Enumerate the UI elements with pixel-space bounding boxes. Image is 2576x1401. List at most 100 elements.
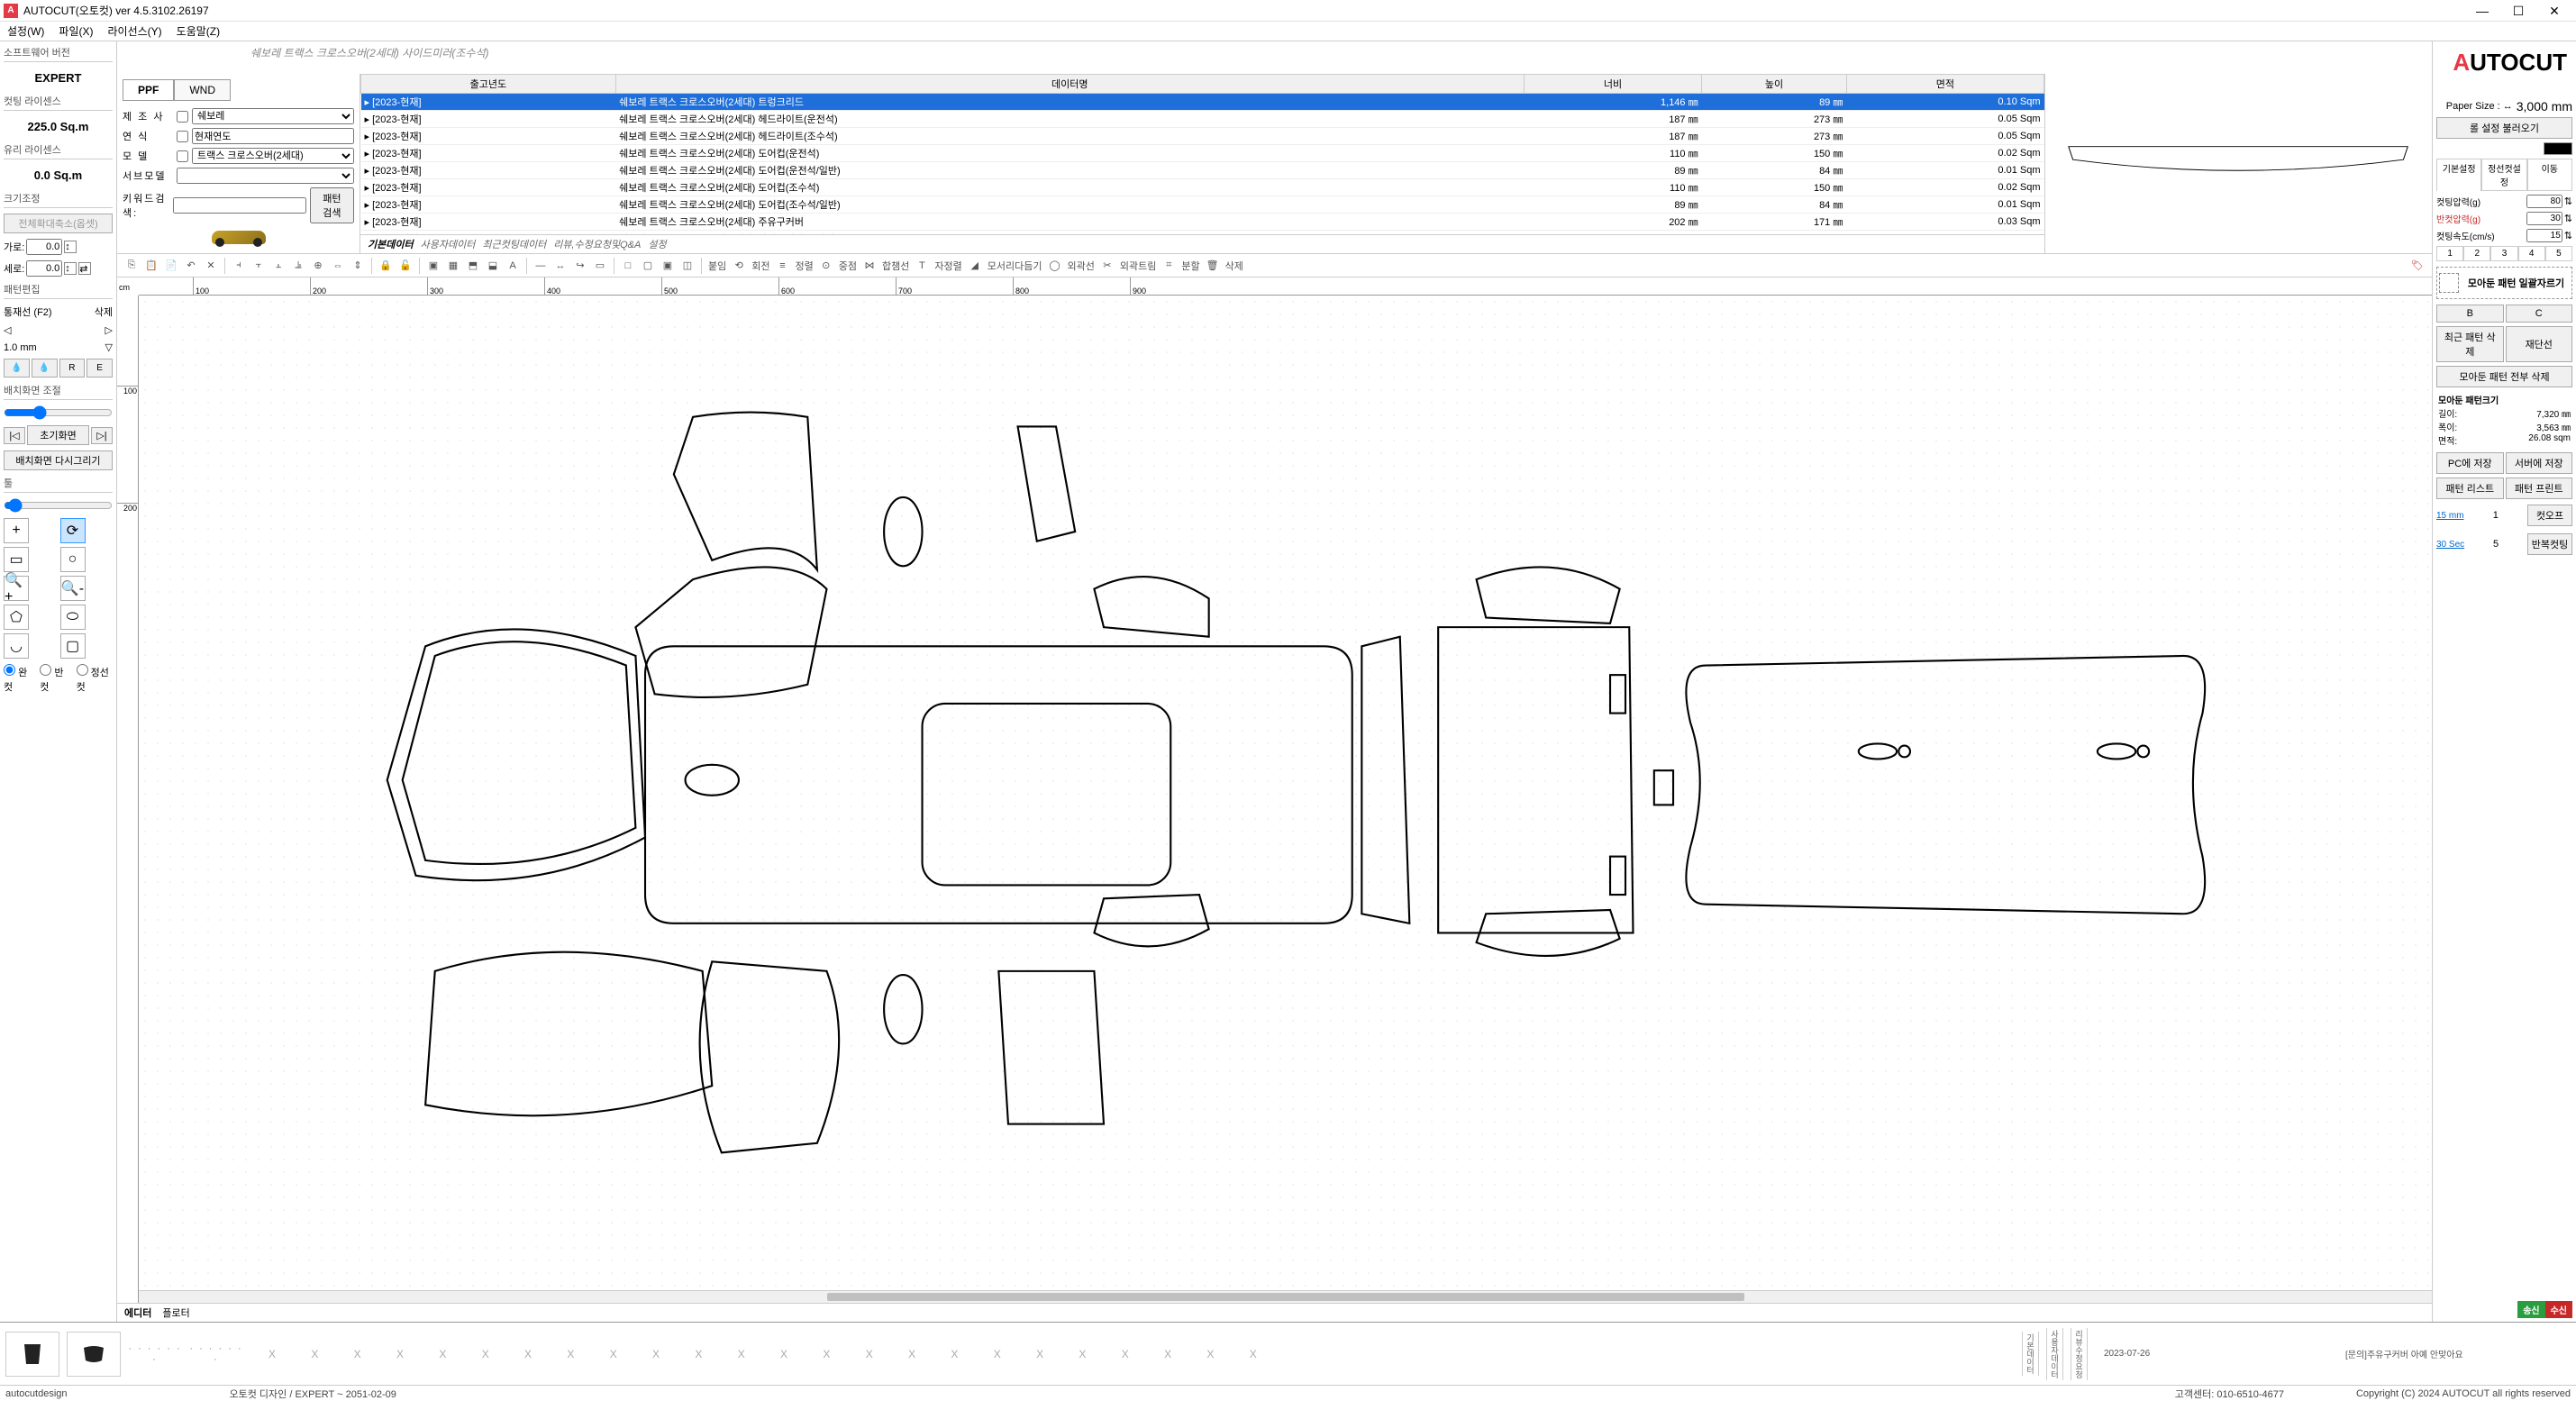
tb-sq1-icon[interactable]: □ <box>619 257 637 275</box>
dtab-basic[interactable]: 기본데이터 <box>368 237 414 251</box>
repeat-button[interactable]: 반복컷팅 <box>2527 533 2572 555</box>
rtab-dot[interactable]: 정선컷설정 <box>2481 159 2526 191</box>
submodel-select[interactable] <box>177 168 354 184</box>
thumb-1[interactable] <box>5 1332 59 1377</box>
tb-tag-icon[interactable]: 🏷 <box>2408 257 2426 275</box>
p2-spin[interactable]: ⇅ <box>2564 213 2572 224</box>
preset-1[interactable]: 1 <box>2436 246 2463 261</box>
tb-align-t-icon[interactable]: ⫠ <box>269 257 287 275</box>
sec30-link[interactable]: 30 Sec <box>2436 540 2464 550</box>
tb-ct-icon[interactable]: ⊙ <box>817 257 835 275</box>
tb-copy-icon[interactable]: ⎘ <box>123 257 141 275</box>
tool-plus[interactable]: + <box>4 518 29 543</box>
prev-button[interactable]: |◁ <box>4 427 25 444</box>
thumb-2[interactable] <box>67 1332 121 1377</box>
th-height[interactable]: 높이 <box>1702 75 1847 94</box>
tb-align-r-icon[interactable]: ⫟ <box>250 257 268 275</box>
tool-zoom-in[interactable]: 🔍+ <box>4 576 29 601</box>
th-name[interactable]: 데이터명 <box>615 75 1524 94</box>
minimize-button[interactable]: — <box>2464 0 2500 22</box>
th-area[interactable]: 면적 <box>1846 75 2044 94</box>
preset-3[interactable]: 3 <box>2490 246 2517 261</box>
server-save-button[interactable]: 서버에 저장 <box>2506 452 2573 474</box>
th-width[interactable]: 너비 <box>1524 75 1701 94</box>
col-c[interactable]: C <box>2506 305 2573 323</box>
tb-shape-icon[interactable]: ▭ <box>591 257 609 275</box>
drop-a-button[interactable]: 💧 <box>4 359 30 378</box>
tb-trim-label[interactable]: 외곽트림 <box>1118 259 1158 273</box>
menu-settings[interactable]: 설정(W) <box>7 23 44 39</box>
close-button[interactable]: ✕ <box>2536 0 2572 22</box>
tool-arc[interactable]: ◡ <box>4 633 29 659</box>
load-roll-button[interactable]: 롤 설정 불러오기 <box>2436 117 2572 139</box>
dtab-settings[interactable]: 설정 <box>648 237 666 251</box>
tab-wnd[interactable]: WND <box>174 79 231 101</box>
tb-split-label[interactable]: 분할 <box>1179 259 1201 273</box>
tb-mg-icon[interactable]: ⋈ <box>860 257 878 275</box>
data-table[interactable]: 출고년도 데이터명 너비 높이 면적 ▸ [2023-현재]쉐보레 트랙스 크로… <box>360 74 2044 234</box>
tb-align-label[interactable]: 정렬 <box>794 259 815 273</box>
table-row[interactable]: ▸ [2023-현재]쉐보레 트랙스 크로스오버(2세대) 도어컵(조수석/일반… <box>361 196 2044 214</box>
menu-file[interactable]: 파일(X) <box>59 23 93 39</box>
integrate-label[interactable]: 통재선 (F2) <box>4 305 52 319</box>
tb-sq4-icon[interactable]: ◫ <box>678 257 696 275</box>
tb-delete-label[interactable]: 삭제 <box>1224 259 1245 273</box>
tb-undo-icon[interactable]: ↶ <box>182 257 200 275</box>
tb-center-label[interactable]: 중점 <box>837 259 859 273</box>
tool-circle[interactable]: ○ <box>60 547 86 572</box>
tb-line-icon[interactable]: — <box>532 257 550 275</box>
maker-checkbox[interactable] <box>177 111 188 123</box>
tool-polygon[interactable]: ⬠ <box>4 605 29 630</box>
recent-delete-button[interactable]: 최근 패턴 삭제 <box>2436 326 2504 362</box>
tb-dist-h-icon[interactable]: ⇔ <box>329 257 347 275</box>
canvas-scrollbar-h[interactable] <box>139 1290 2432 1303</box>
p1-spin[interactable]: ⇅ <box>2564 196 2572 207</box>
e-button[interactable]: E <box>86 359 113 378</box>
cut-speed-input[interactable] <box>2526 229 2562 242</box>
tool-blob[interactable]: ⬭ <box>60 605 86 630</box>
col-b[interactable]: B <box>2436 305 2504 323</box>
side-label-2[interactable]: 사용자데이터 <box>2050 1330 2059 1378</box>
tb-rotate-label[interactable]: 회전 <box>750 259 771 273</box>
btab-plotter[interactable]: 플로터 <box>162 1305 189 1320</box>
side-label-1[interactable]: 기본데이터 <box>2025 1333 2034 1374</box>
tb-sq3-icon[interactable]: ▣ <box>659 257 677 275</box>
tb-align-c-icon[interactable]: ⊕ <box>309 257 327 275</box>
resize-all-button[interactable]: 전체확대축소(옵셋) <box>4 214 113 233</box>
tab-ppf[interactable]: PPF <box>123 79 174 101</box>
layout-slider[interactable] <box>4 405 113 420</box>
side-label-3[interactable]: 리뷰수정요청 <box>2074 1330 2083 1378</box>
model-checkbox[interactable] <box>177 150 188 162</box>
r-button[interactable]: R <box>59 359 86 378</box>
tb-front-icon[interactable]: ⬒ <box>464 257 482 275</box>
tb-paste-icon[interactable]: 📋 <box>142 257 160 275</box>
tb-cn-icon[interactable]: ◢ <box>966 257 984 275</box>
pc-save-button[interactable]: PC에 저장 <box>2436 452 2504 474</box>
tb-align-l-icon[interactable]: ⫞ <box>230 257 248 275</box>
canvas[interactable] <box>139 296 2432 1303</box>
year-input[interactable] <box>192 128 354 144</box>
tb-group-icon[interactable]: ▣ <box>424 257 442 275</box>
rtab-basic[interactable]: 기본설정 <box>2436 159 2481 191</box>
tb-ot-icon[interactable]: ✂ <box>1098 257 1116 275</box>
tb-text-label[interactable]: 자정렬 <box>933 259 963 273</box>
color-swatch[interactable] <box>2544 142 2572 155</box>
chevron-right-icon[interactable]: ▷ <box>105 324 113 336</box>
drop-b-button[interactable]: 💧 <box>32 359 58 378</box>
tb-delete-icon[interactable]: ✕ <box>202 257 220 275</box>
preset-2[interactable]: 2 <box>2463 246 2490 261</box>
half-pressure-input[interactable] <box>2526 212 2562 225</box>
maker-select[interactable]: 쉐보레 <box>192 108 354 124</box>
preset-4[interactable]: 4 <box>2518 246 2545 261</box>
cut-pressure-input[interactable] <box>2526 195 2562 208</box>
tool-slider[interactable] <box>4 498 113 513</box>
cut-full-radio[interactable] <box>4 664 15 676</box>
th-year[interactable]: 출고년도 <box>361 75 616 94</box>
model-select[interactable]: 트랙스 크로스오버(2세대) <box>192 148 354 164</box>
table-row[interactable]: ▸ [2023-현재]쉐보레 트랙스 크로스오버(2세대) 주유구커버202 ㎜… <box>361 214 2044 231</box>
cut-dot-radio[interactable] <box>77 664 88 676</box>
tb-align-b-icon[interactable]: ⫡ <box>289 257 307 275</box>
tb-arrow-icon[interactable]: ↔ <box>551 257 569 275</box>
dtab-recent[interactable]: 최근컷팅데이터 <box>482 237 546 251</box>
year-checkbox[interactable] <box>177 131 188 142</box>
